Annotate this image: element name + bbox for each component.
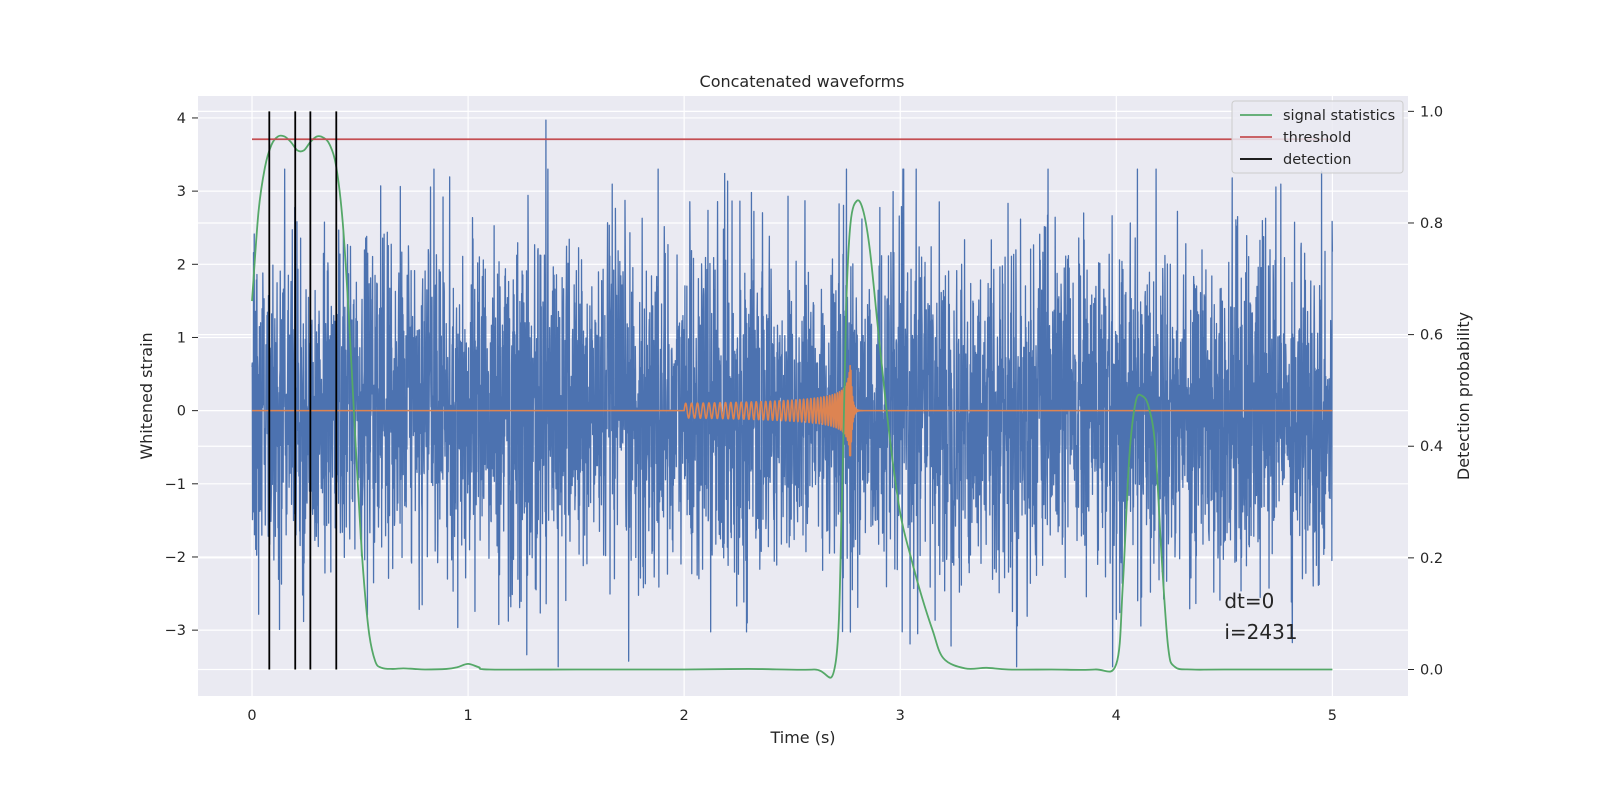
y2-tick-label: 1.0 [1420, 104, 1443, 120]
chart-title: Concatenated waveforms [700, 72, 905, 91]
y2-tick-label: 0.6 [1420, 328, 1443, 344]
x-tick-label: 4 [1112, 708, 1121, 724]
series-chirp-template [252, 364, 1333, 457]
y-axis-label: Whitened strain [137, 332, 156, 459]
y-tick-label: −3 [165, 623, 186, 639]
y2-axis-ticks: 0.0 0.2 0.4 0.6 0.8 1.0 [1408, 104, 1443, 678]
legend: signal statistics threshold detection [1231, 100, 1404, 174]
y-tick-label: 3 [177, 184, 186, 200]
y2-tick-label: 0.2 [1420, 551, 1443, 567]
y-tick-label: 2 [177, 257, 186, 273]
x-tick-label: 2 [680, 708, 689, 724]
series-whitened-noise [251, 119, 1334, 668]
x-tick-label: 0 [247, 708, 256, 724]
x-axis-label: Time (s) [769, 728, 835, 747]
series-layer [251, 111, 1334, 679]
y2-tick-label: 0.0 [1420, 662, 1443, 678]
legend-label-signal-statistics: signal statistics [1283, 108, 1395, 124]
y-tick-label: 0 [177, 404, 186, 420]
x-tick-label: 3 [896, 708, 905, 724]
y-tick-label: 4 [177, 111, 186, 127]
y-tick-label: −1 [165, 477, 186, 493]
legend-box [1231, 100, 1404, 174]
x-axis-ticks: 0 1 2 3 4 5 [247, 708, 1337, 724]
y2-tick-label: 0.4 [1420, 439, 1443, 455]
annotations: dt=0 i=2431 [1224, 589, 1297, 644]
y2-axis-label: Detection probability [1454, 312, 1473, 480]
legend-label-threshold: threshold [1283, 130, 1351, 146]
annotation-dt: dt=0 [1224, 589, 1274, 613]
y-tick-label: −2 [165, 550, 186, 566]
y-axis-ticks: −3 −2 −1 0 1 2 3 4 [165, 111, 198, 639]
y2-tick-label: 0.8 [1420, 216, 1443, 232]
legend-label-detection: detection [1283, 152, 1351, 168]
y-tick-label: 1 [177, 330, 186, 346]
x-tick-label: 5 [1328, 708, 1337, 724]
x-tick-label: 1 [463, 708, 472, 724]
annotation-index: i=2431 [1224, 620, 1297, 644]
